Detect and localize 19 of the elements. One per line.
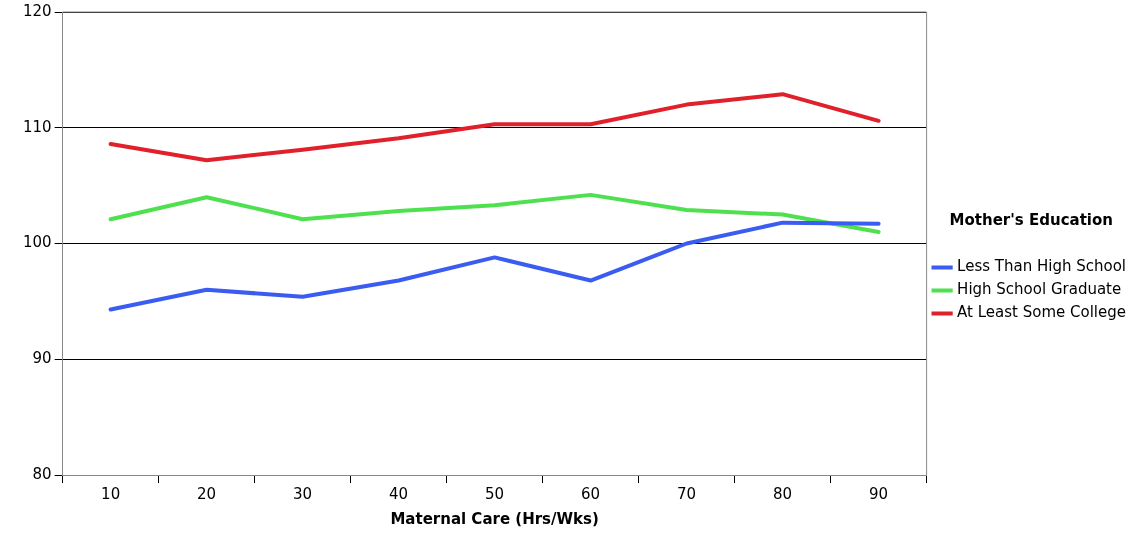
y-tick-label: 100 bbox=[22, 233, 52, 252]
x-tick-label: 10 bbox=[101, 484, 121, 503]
legend-label: Less Than High School bbox=[957, 257, 1127, 276]
legend-label: High School Graduate bbox=[957, 280, 1122, 299]
x-tick-label: 90 bbox=[869, 484, 889, 503]
legend-title: Mother's Education bbox=[949, 211, 1113, 230]
x-axis-title: Maternal Care (Hrs/Wks) bbox=[390, 509, 599, 528]
y-tick-label: 90 bbox=[32, 349, 52, 368]
legend-label: At Least Some College bbox=[957, 303, 1127, 322]
x-tick-label: 70 bbox=[677, 484, 697, 503]
x-tick-label: 80 bbox=[773, 484, 793, 503]
x-tick-label: 40 bbox=[389, 484, 409, 503]
y-tick-label: 110 bbox=[22, 117, 52, 136]
x-tick-label: 30 bbox=[293, 484, 313, 503]
x-tick-label: 50 bbox=[485, 484, 505, 503]
y-tick-label: 80 bbox=[32, 464, 52, 483]
x-tick-label: 20 bbox=[197, 484, 217, 503]
y-tick-label: 120 bbox=[22, 1, 52, 20]
x-tick-label: 60 bbox=[581, 484, 601, 503]
